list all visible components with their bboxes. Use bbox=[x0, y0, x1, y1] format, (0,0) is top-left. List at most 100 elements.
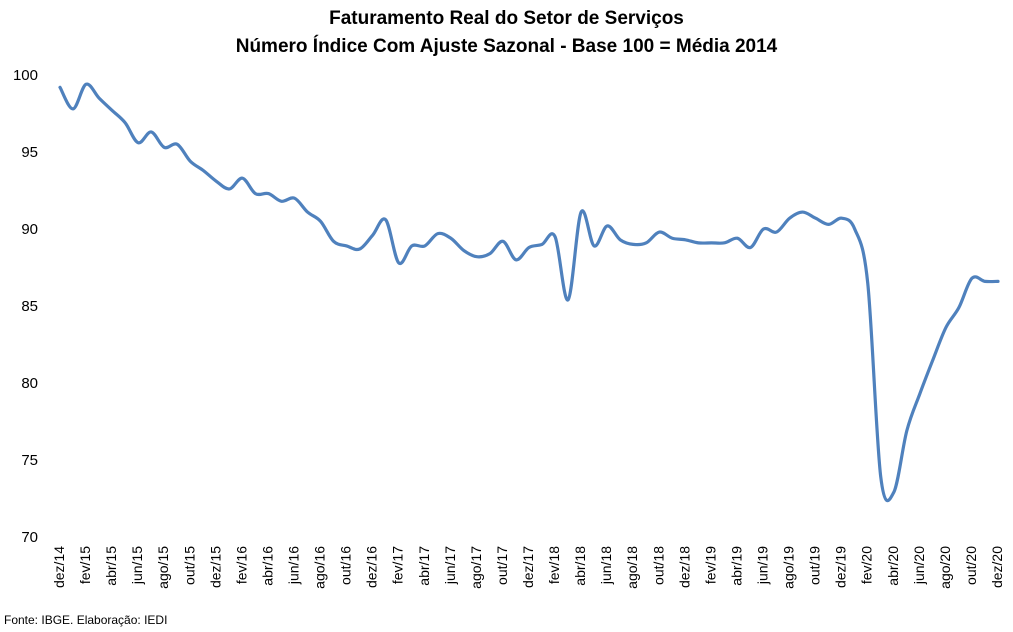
x-tick-label: dez/16 bbox=[364, 546, 380, 588]
x-tick-label: dez/15 bbox=[207, 546, 223, 588]
data-point bbox=[501, 239, 505, 243]
chart-title: Faturamento Real do Setor de Serviços bbox=[329, 8, 684, 29]
x-tick-label: jun/19 bbox=[755, 546, 771, 585]
data-point bbox=[840, 216, 844, 220]
data-point bbox=[892, 490, 896, 494]
data-point bbox=[71, 107, 75, 111]
data-point bbox=[814, 216, 818, 220]
data-point bbox=[514, 258, 518, 262]
data-point bbox=[306, 210, 310, 214]
data-point bbox=[983, 279, 987, 283]
data-point bbox=[696, 241, 700, 245]
data-point bbox=[188, 159, 192, 163]
x-tick-label: abr/17 bbox=[416, 546, 432, 586]
x-tick-label: dez/19 bbox=[833, 546, 849, 588]
data-point bbox=[136, 141, 140, 145]
x-tick-label: jun/20 bbox=[911, 546, 927, 585]
data-point bbox=[462, 249, 466, 253]
y-tick-label: 95 bbox=[21, 144, 38, 161]
data-point bbox=[618, 238, 622, 242]
data-point bbox=[735, 236, 739, 240]
x-tick-label: dez/18 bbox=[676, 546, 692, 588]
x-tick-label: ago/16 bbox=[312, 546, 328, 589]
data-point bbox=[957, 306, 961, 310]
data-point bbox=[592, 244, 596, 248]
x-tick-label: out/18 bbox=[650, 546, 666, 585]
x-tick-label: jun/15 bbox=[129, 546, 145, 585]
data-point bbox=[110, 108, 114, 112]
x-tick-label: abr/16 bbox=[259, 546, 275, 586]
data-point bbox=[944, 326, 948, 330]
x-tick-label: fev/17 bbox=[390, 546, 406, 584]
data-point bbox=[253, 192, 257, 196]
y-tick-label: 75 bbox=[21, 452, 38, 469]
x-tick-label: fev/15 bbox=[77, 546, 93, 584]
data-point bbox=[397, 261, 401, 265]
data-point bbox=[605, 224, 609, 228]
x-tick-label: ago/15 bbox=[155, 546, 171, 589]
x-tick-label: ago/20 bbox=[937, 546, 953, 589]
data-point bbox=[58, 85, 62, 89]
x-tick-label: fev/16 bbox=[233, 546, 249, 584]
x-tick-label: ago/18 bbox=[624, 546, 640, 589]
data-point bbox=[371, 233, 375, 237]
data-point bbox=[162, 145, 166, 149]
data-point bbox=[345, 244, 349, 248]
x-tick-label: out/15 bbox=[181, 546, 197, 585]
data-point bbox=[853, 227, 857, 231]
x-tick-label: fev/19 bbox=[702, 546, 718, 584]
data-point bbox=[279, 199, 283, 203]
data-point bbox=[488, 252, 492, 256]
data-point bbox=[775, 230, 779, 234]
x-tick-label: abr/20 bbox=[885, 546, 901, 586]
data-point bbox=[449, 236, 453, 240]
x-tick-label: out/17 bbox=[494, 546, 510, 585]
y-tick-label: 70 bbox=[21, 529, 38, 546]
data-point bbox=[722, 241, 726, 245]
x-tick-label: out/16 bbox=[338, 546, 354, 585]
x-tick-label: jun/17 bbox=[442, 546, 458, 585]
x-tick-label: abr/18 bbox=[572, 546, 588, 586]
data-point bbox=[970, 276, 974, 280]
y-tick-label: 90 bbox=[21, 221, 38, 238]
data-point bbox=[384, 218, 388, 222]
data-point bbox=[358, 247, 362, 251]
data-point bbox=[748, 245, 752, 249]
x-tick-label: dez/20 bbox=[989, 546, 1005, 588]
data-point bbox=[227, 187, 231, 191]
x-tick-label: jun/16 bbox=[286, 546, 302, 585]
data-point bbox=[475, 255, 479, 259]
data-point bbox=[527, 245, 531, 249]
data-point bbox=[410, 244, 414, 248]
data-point bbox=[214, 179, 218, 183]
source-note: Fonte: IBGE. Elaboração: IEDI bbox=[4, 613, 168, 627]
y-tick-label: 100 bbox=[13, 67, 38, 84]
x-tick-label: ago/19 bbox=[781, 546, 797, 589]
data-point bbox=[631, 242, 635, 246]
x-tick-label: abr/15 bbox=[103, 546, 119, 586]
data-point bbox=[801, 210, 805, 214]
data-point bbox=[644, 241, 648, 245]
x-tick-label: out/19 bbox=[807, 546, 823, 585]
x-tick-label: dez/17 bbox=[520, 546, 536, 588]
x-tick-label: dez/14 bbox=[51, 546, 67, 588]
data-point bbox=[423, 244, 427, 248]
data-point bbox=[905, 429, 909, 433]
x-tick-label: fev/18 bbox=[546, 546, 562, 584]
data-point bbox=[918, 392, 922, 396]
data-point bbox=[866, 281, 870, 285]
data-point bbox=[657, 230, 661, 234]
data-point bbox=[123, 121, 127, 125]
data-point bbox=[996, 279, 1000, 283]
data-point bbox=[931, 358, 935, 362]
data-point bbox=[788, 216, 792, 220]
data-point bbox=[149, 130, 153, 134]
x-tick-label: ago/17 bbox=[468, 546, 484, 589]
x-tick-label: out/20 bbox=[963, 546, 979, 585]
data-point bbox=[436, 232, 440, 236]
data-point bbox=[240, 176, 244, 180]
data-point bbox=[201, 168, 205, 172]
data-point bbox=[579, 210, 583, 214]
data-point bbox=[84, 82, 88, 86]
y-tick-label: 85 bbox=[21, 298, 38, 315]
